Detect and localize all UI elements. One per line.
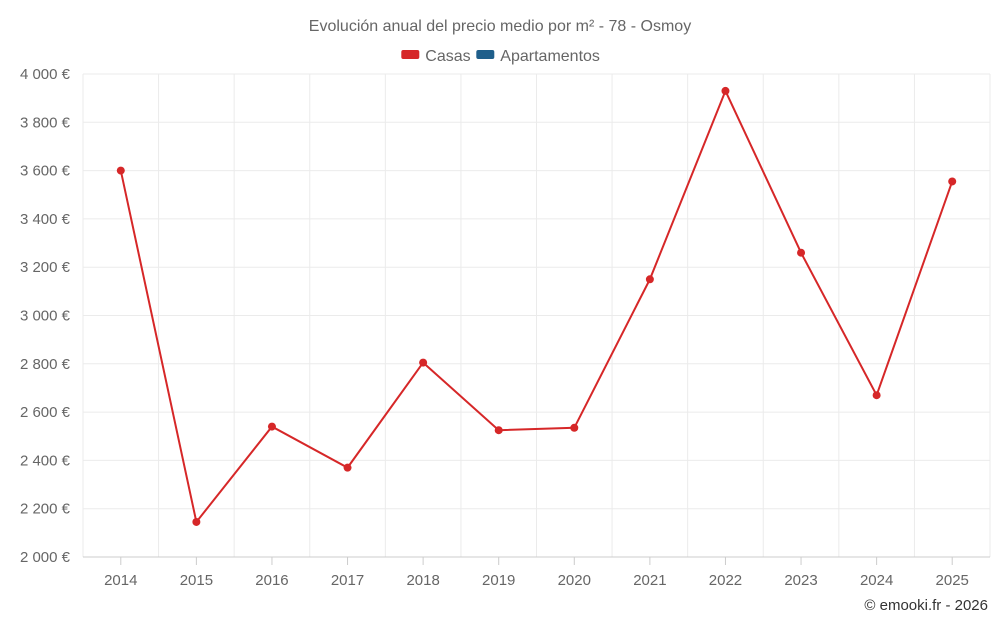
- x-tick-label: 2021: [633, 572, 666, 589]
- x-tick-label: 2022: [709, 572, 742, 589]
- series-layer: [116, 86, 957, 526]
- x-tick-label: 2018: [406, 572, 439, 589]
- x-tick-label: 2024: [860, 572, 893, 589]
- legend-swatch: [401, 50, 420, 59]
- x-tick-label: 2020: [558, 572, 591, 589]
- data-point[interactable]: [419, 358, 428, 367]
- y-tick-label: 3 800 €: [20, 114, 71, 131]
- data-point[interactable]: [797, 248, 806, 257]
- x-tick-label: 2017: [331, 572, 364, 589]
- legend-swatch: [476, 50, 495, 59]
- y-tick-label: 2 600 €: [20, 404, 71, 421]
- y-tick-label: 2 200 €: [20, 501, 71, 518]
- y-tick-label: 2 400 €: [20, 452, 71, 469]
- x-tick-label: 2016: [255, 572, 288, 589]
- x-tick-label: 2015: [180, 572, 213, 589]
- data-point[interactable]: [192, 517, 201, 526]
- y-tick-label: 3 600 €: [20, 163, 71, 180]
- data-point[interactable]: [343, 463, 352, 472]
- x-tick-label: 2023: [784, 572, 817, 589]
- grid: [82, 73, 991, 557]
- y-tick-label: 4 000 €: [20, 66, 71, 83]
- data-point[interactable]: [267, 422, 276, 431]
- data-point[interactable]: [721, 86, 730, 95]
- series-line-casas: [119, 88, 954, 525]
- data-point[interactable]: [116, 166, 125, 175]
- data-point[interactable]: [948, 177, 957, 186]
- data-point[interactable]: [645, 275, 654, 284]
- data-point[interactable]: [570, 423, 579, 432]
- legend-item-apartamentos[interactable]: Apartamentos: [500, 48, 600, 65]
- y-tick-label: 3 000 €: [20, 308, 71, 325]
- y-tick-label: 3 200 €: [20, 259, 71, 276]
- credit-text: © emooki.fr - 2026: [864, 597, 988, 614]
- chart-title: Evolución anual del precio medio por m² …: [309, 18, 691, 35]
- x-tick-label: 2019: [482, 572, 515, 589]
- y-tick-label: 2 800 €: [20, 356, 71, 373]
- y-tick-label: 2 000 €: [20, 549, 71, 566]
- x-axis: 2014 2015 2016 2017 2018 2019 2020 2021 2022 2023…: [83, 556, 990, 589]
- x-tick-label: 2014: [104, 572, 137, 589]
- legend-item-casas[interactable]: Casas: [425, 48, 470, 65]
- y-tick-label: 3 400 €: [20, 211, 71, 228]
- legend: Casas Apartamentos: [401, 48, 600, 65]
- data-point[interactable]: [872, 391, 881, 400]
- x-tick-label: 2025: [936, 572, 969, 589]
- y-axis: 2 000 € 2 200 € 2 400 € 2 600 € 2 800 € 3 000…: [20, 66, 71, 566]
- data-point[interactable]: [494, 426, 503, 435]
